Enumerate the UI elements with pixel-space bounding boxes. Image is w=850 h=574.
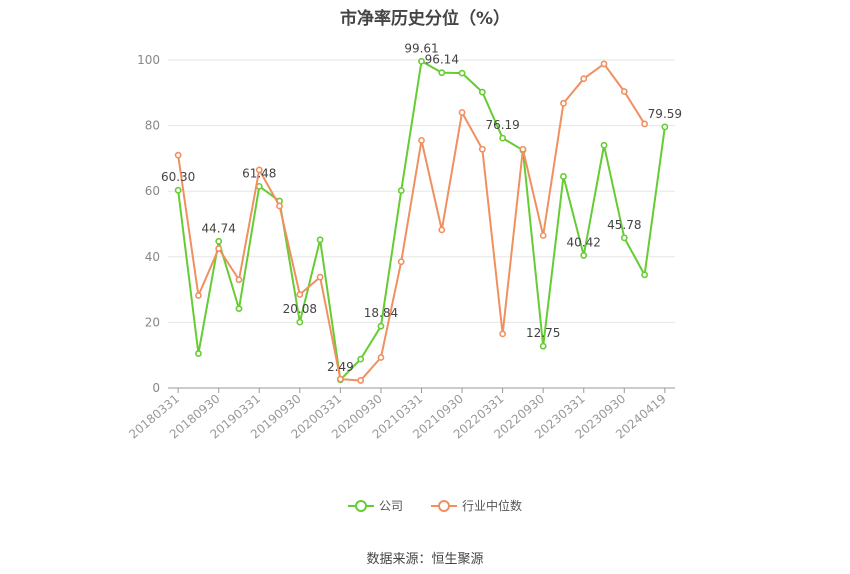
data-point <box>620 234 628 242</box>
series-line-0 <box>177 60 666 381</box>
data-point <box>418 57 425 65</box>
series-line-1 <box>177 62 646 382</box>
chart-title: 市净率历史分位（%） <box>339 9 511 29</box>
legend-marker <box>355 500 367 512</box>
data-point <box>641 271 648 279</box>
data-point <box>357 377 365 384</box>
data-label: 61.48 <box>242 166 276 180</box>
y-tick-label: 40 <box>145 250 160 264</box>
data-point <box>316 236 324 244</box>
data-point <box>519 145 527 153</box>
data-point <box>336 375 344 383</box>
data-label: 96.14 <box>425 53 459 67</box>
legend-marker <box>438 500 450 512</box>
data-point <box>539 232 547 239</box>
data-label: 76.19 <box>485 118 519 132</box>
data-point <box>296 318 304 326</box>
data-point <box>620 88 628 95</box>
data-point <box>195 292 202 299</box>
data-point <box>397 258 405 266</box>
data-point <box>539 342 547 350</box>
data-point <box>641 120 648 128</box>
data-point <box>478 88 486 96</box>
y-tick-label: 20 <box>145 315 160 329</box>
data-label: 20.08 <box>283 302 317 316</box>
data-point <box>499 330 507 338</box>
data-point <box>316 273 324 281</box>
data-point <box>235 276 243 284</box>
y-tick-label: 0 <box>152 381 160 395</box>
data-point <box>235 305 243 313</box>
data-label: 2.49 <box>327 360 354 374</box>
data-point <box>438 69 446 77</box>
data-point <box>377 322 385 330</box>
data-point <box>458 69 466 77</box>
data-label: 44.74 <box>202 221 236 235</box>
data-point <box>174 151 182 159</box>
data-label: 99.61 <box>404 41 438 55</box>
data-label: 45.78 <box>607 218 641 232</box>
data-point <box>397 187 405 194</box>
data-label: 60.30 <box>161 170 195 184</box>
data-point <box>215 237 223 245</box>
data-label: 18.84 <box>364 306 398 320</box>
data-point <box>174 186 182 194</box>
data-point <box>661 123 669 131</box>
data-point <box>215 245 223 252</box>
data-point <box>357 355 365 363</box>
data-point <box>255 166 263 174</box>
data-point <box>580 75 588 83</box>
data-point <box>478 145 486 153</box>
data-label: 12.75 <box>526 326 560 340</box>
data-point <box>377 354 385 361</box>
y-tick-label: 100 <box>137 53 160 67</box>
y-tick-label: 80 <box>145 119 160 133</box>
data-source-note: 数据来源：恒生聚源 <box>366 552 484 567</box>
data-point <box>580 252 588 259</box>
data-point <box>296 291 304 298</box>
data-point <box>458 109 466 116</box>
data-point <box>195 350 202 357</box>
data-point <box>560 173 567 180</box>
data-point <box>276 202 283 210</box>
data-point <box>499 134 507 142</box>
y-tick-label: 60 <box>145 184 160 198</box>
legend-label-1: 行业中位数 <box>462 498 522 513</box>
data-point <box>438 226 446 234</box>
legend-label-0: 公司 <box>379 499 403 513</box>
data-label: 40.42 <box>567 235 601 249</box>
data-point <box>600 141 608 149</box>
data-point <box>600 60 608 68</box>
data-point <box>560 99 567 107</box>
data-label: 79.59 <box>648 107 682 121</box>
data-point <box>418 136 425 144</box>
